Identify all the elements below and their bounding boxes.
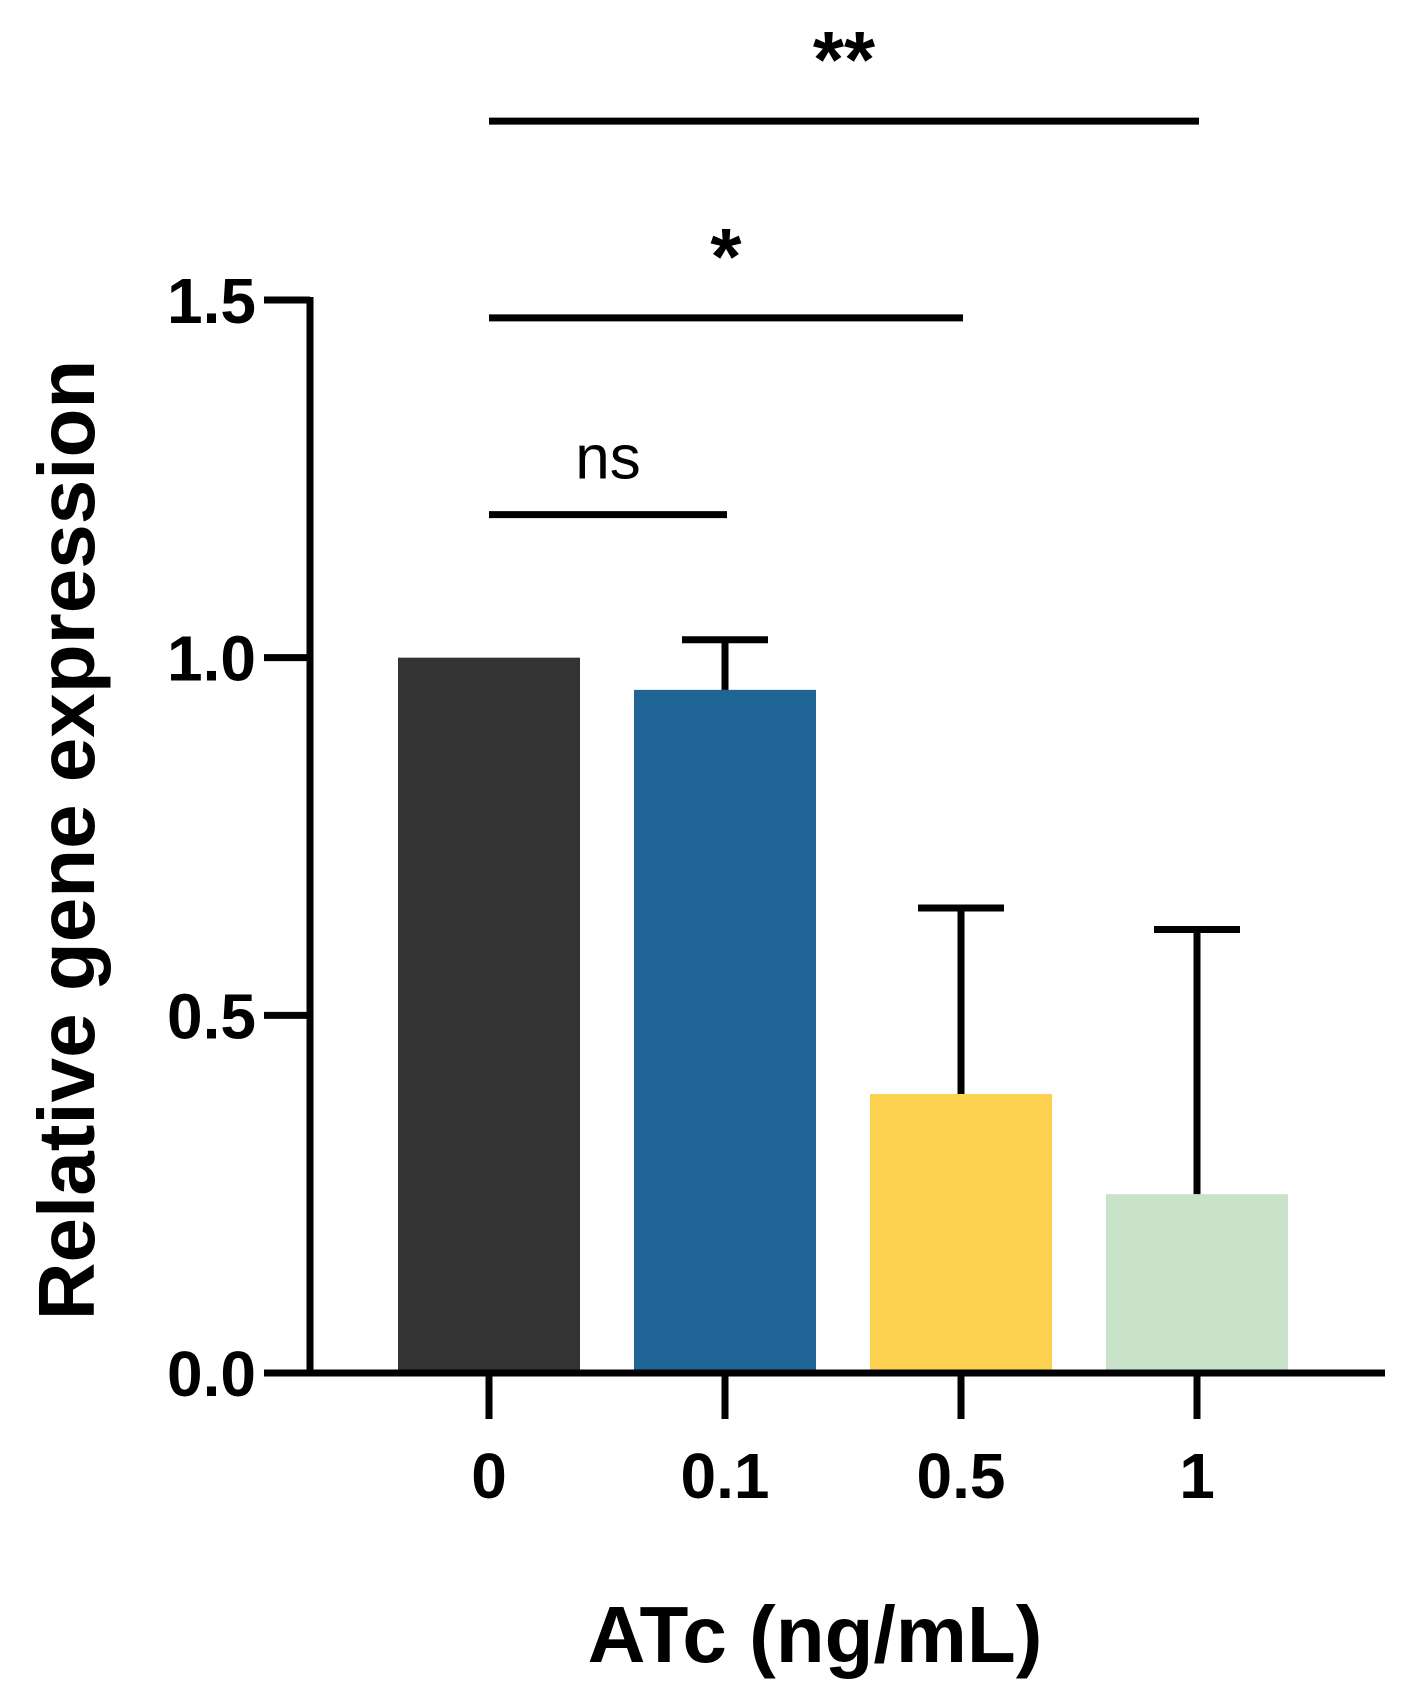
bars-layer	[398, 657, 1288, 1373]
bar-0.1	[634, 689, 816, 1373]
y-axis-title: Relative gene expression	[22, 360, 111, 1320]
bar-0	[398, 657, 580, 1373]
y-tick-label-1.0: 1.0	[167, 623, 256, 695]
significance-label-1: *	[710, 212, 742, 301]
y-tick-label-0.5: 0.5	[167, 980, 256, 1052]
x-axis-title: ATc (ng/mL)	[588, 1590, 1043, 1679]
error-bars-layer	[682, 636, 1240, 1195]
significance-layer: ns***	[489, 15, 1199, 519]
y-tick-label-1.5: 1.5	[167, 265, 256, 337]
axes-layer: 0.0 0.5 1.0 1.5 0 0.1 0.5 1	[167, 265, 1385, 1512]
significance-label-0: ns	[575, 424, 640, 493]
significance-label-2: **	[813, 15, 876, 104]
x-tick-label-0.5: 0.5	[917, 1440, 1006, 1512]
x-tick-label-0: 0	[471, 1440, 507, 1512]
error-bar-0.5	[918, 904, 1004, 1095]
error-bar-0.1	[682, 636, 768, 690]
error-bar-1	[1154, 925, 1240, 1195]
y-tick-label-0.0: 0.0	[167, 1338, 256, 1410]
bar-0.5	[870, 1094, 1052, 1373]
bar-1	[1106, 1194, 1288, 1373]
x-tick-label-0.1: 0.1	[681, 1440, 770, 1512]
x-tick-label-1: 1	[1179, 1440, 1215, 1512]
